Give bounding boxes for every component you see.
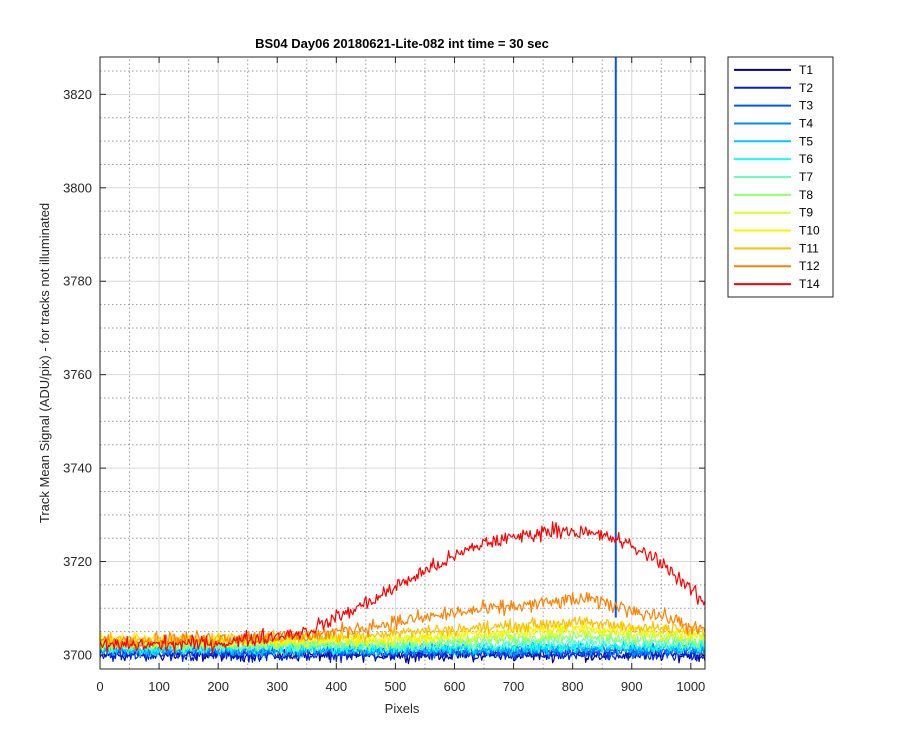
legend-label-t3: T3 [799,99,813,113]
minor-grid [100,57,705,669]
legend-label-t9: T9 [799,206,813,220]
x-tick-label: 200 [207,679,229,694]
y-tick-label: 3740 [63,461,92,476]
legend-label-t7: T7 [799,170,813,184]
x-tick-label: 700 [503,679,525,694]
legend-label-t4: T4 [799,116,813,130]
x-tick-label: 800 [562,679,584,694]
x-tick-label: 500 [385,679,407,694]
y-tick-label: 3700 [63,647,92,662]
x-tick-label: 400 [325,679,347,694]
legend-label-t11: T11 [799,241,819,255]
series-line-t12 [100,591,705,651]
chart-title: BS04 Day06 20180621-Lite-082 int time = … [255,36,549,51]
legend-label-t2: T2 [799,81,813,95]
legend-label-t6: T6 [799,152,813,166]
x-tick-label: 100 [148,679,170,694]
plot-area [100,57,705,669]
x-axis-ticks: 0 100 200 300 400 500 600 700 800 900 1000 [96,57,705,694]
y-axis-label: Track Mean Signal (ADU/pix) - for tracks… [37,203,52,523]
legend: T1 T2 T3 T4 T5 T6 T7 T8 T9 T10 T11 T12 T14 [727,56,834,298]
x-tick-label: 1000 [676,679,705,694]
y-tick-label: 3820 [63,87,92,102]
series-layer [100,57,705,665]
legend-label-t10: T10 [799,224,820,238]
x-tick-label: 600 [444,679,466,694]
legend-label-t12: T12 [799,259,820,273]
x-tick-label: 0 [96,679,103,694]
x-tick-label: 900 [621,679,643,694]
y-tick-label: 3720 [63,554,92,569]
y-axis-ticks: 3700 3720 3740 3760 3780 3800 3820 [63,87,705,662]
plot-frame [99,56,706,670]
x-axis-label: Pixels [385,701,420,716]
y-tick-label: 3760 [63,367,92,382]
series-line-t14 [100,521,705,655]
y-tick-label: 3800 [63,180,92,195]
legend-label-t1: T1 [799,63,813,77]
legend-label-t5: T5 [799,134,813,148]
y-tick-label: 3780 [63,274,92,289]
legend-label-t8: T8 [799,188,813,202]
x-tick-label: 300 [266,679,288,694]
legend-label-t14: T14 [799,277,820,291]
